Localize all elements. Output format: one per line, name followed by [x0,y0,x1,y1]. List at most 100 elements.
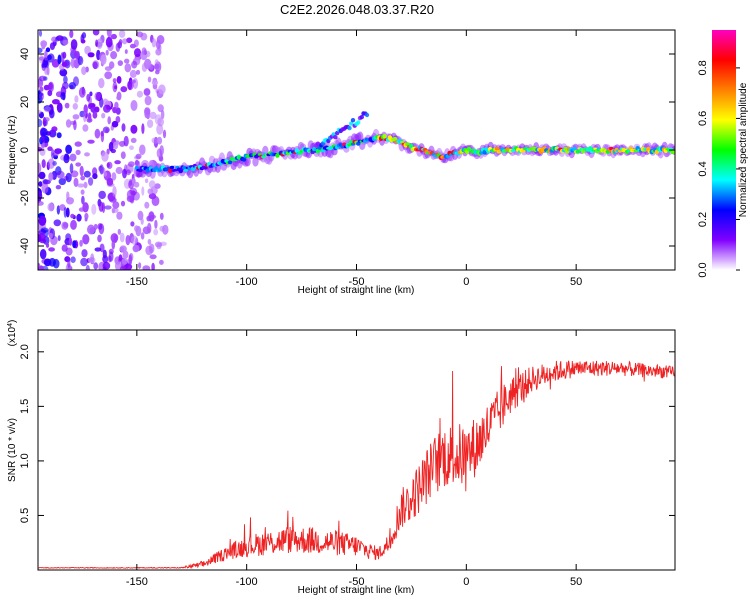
spectrogram-branch-mark [350,118,356,123]
spectrogram-noise-blob [98,201,104,212]
spectrogram-noise-blob [51,59,60,68]
spectrogram-noise-blob [38,47,43,54]
spectrogram-noise-blob [131,235,138,245]
spectrogram-noise-blob [38,109,42,115]
spectrogram-branch-mark [356,120,361,125]
spectrogram-noise-blob [147,76,152,83]
spectrogram-noise-blob [61,61,68,67]
snr-multiplier: (x104) [7,320,19,347]
spectrogram-noise-blob [87,52,95,58]
spectrogram-noise-blob [74,141,82,147]
spectrogram-noise-blob [38,142,41,148]
y-tick-label: 0.5 [19,508,31,523]
spectrogram-ridge-mark [494,146,500,151]
spectrogram-noise-blob [105,49,109,56]
spectrogram-noise-blob [79,239,83,247]
spectrogram-noise-blob [42,57,50,69]
spectrogram-ridge-mark [482,149,487,155]
spectrogram-noise-blob [129,145,134,150]
spectrogram-noise-blob [135,69,141,75]
spectrogram-noise-blob [77,183,85,188]
spectrogram-ridge-mark [575,150,581,154]
spectrogram-noise-blob [134,159,139,166]
spectrogram-noise-blob [70,219,77,230]
spectrogram-noise-blob [122,38,128,45]
snr-x-label: Height of straight line (km) [298,585,415,596]
spectrogram-noise-blob [116,211,123,220]
spectrogram-noise-blob [98,223,105,235]
colorbar-tick-label: 0.6 [697,111,709,126]
spectrogram-noise-blob [131,178,136,185]
spectrogram-noise-blob [59,204,66,211]
spectrogram-noise-blob [144,95,152,106]
spectrogram-noise-blob [73,76,79,87]
spectrogram-noise-blob [63,207,67,218]
spectrogram-noise-blob [38,171,46,180]
spectrogram-noise-blob [124,49,128,54]
spectrogram-noise-blob [38,234,42,243]
spectrogram-noise-blob [55,35,64,41]
spectrogram-noise-blob [70,39,78,50]
x-tick-label: 50 [570,276,582,288]
spectrogram-branch-mark [364,112,370,118]
spectrogram-noise-blob [57,235,61,242]
spectrogram-noise-blob [98,190,106,200]
spectrogram-noise-blob [98,78,105,89]
spectrogram-noise-blob [56,132,62,139]
spectrogram-noise-blob [108,255,112,263]
spectrogram-noise-blob [38,118,43,128]
spectrogram-noise-blob [140,32,148,41]
spectrogram-noise-blob [38,265,44,270]
spectrogram-noise-blob [124,58,130,64]
spectrogram-noise-blob [89,91,93,97]
spectrogram-noise-blob [147,222,152,234]
spectrogram-noise-blob [159,212,164,220]
spectrogram-noise-blob [119,232,125,243]
spectrogram-noise-blob [80,257,88,267]
spectrogram-noise-blob [110,233,119,243]
spectrogram-branch-mark [333,135,338,140]
spectrogram-noise-blob [131,60,138,69]
spectrogram-noise-blob [79,165,84,177]
spectrogram-noise-blob [61,221,69,230]
colorbar-tick-label: 0.4 [697,161,709,176]
spectrogram-noise-blob [84,212,89,220]
spectrogram-noise-blob [105,128,109,133]
spectrogram-noise-blob [43,258,52,267]
spectrogram-noise-blob [147,119,154,128]
spectrogram-noise-blob [65,247,73,256]
spectrogram-noise-blob [50,148,55,159]
spectrogram-noise-blob [126,37,133,44]
spectrogram-noise-blob [121,258,128,265]
spectrogram-noise-blob [107,116,111,125]
colorbar-tick-label: 0.0 [697,262,709,277]
spectrogram-noise-blob [154,183,161,189]
spectrogram-noise-blob [109,61,115,69]
y-tick-label: 1.5 [19,399,31,414]
spectrogram-noise-blob [106,104,111,110]
spectrogram-noise-blob [38,146,43,152]
spectrogram-noise-blob [94,91,101,101]
spectrogram-noise-blob [149,111,157,120]
spectrogram-noise-blob [84,152,90,157]
spectrogram-ridge-mark [479,151,484,155]
spectrogram-noise-blob [92,30,100,36]
spectrogram-noise-blob [130,137,137,143]
y-tick-label: -20 [19,190,31,206]
spectrogram-noise-blob [65,172,72,183]
spectrogram-noise-blob [72,103,79,110]
x-tick-label: -50 [349,576,365,588]
spectrogram-noise-blob [42,179,51,185]
spectrogram-noise-blob [80,39,86,44]
spectrogram-noise-blob [95,39,99,47]
spectrogram-noise-blob [65,119,72,128]
spectrogram-noise-blob [52,161,57,166]
spectrogram-noise-blob [39,249,47,260]
spectrogram-panel: -150 -100 -50 0 50 -40 -20 0 20 40 Height of stra… [7,29,676,296]
spectrogram-ticks: -150 -100 -50 0 50 -40 -20 0 20 40 [19,30,675,288]
spectrogram-noise-blob [135,225,142,237]
spectrogram-noise-blob [153,228,159,236]
x-tick-label: -150 [126,276,148,288]
spectrogram-noise-blob [78,87,86,98]
spectrogram-noise-blob [38,215,47,226]
